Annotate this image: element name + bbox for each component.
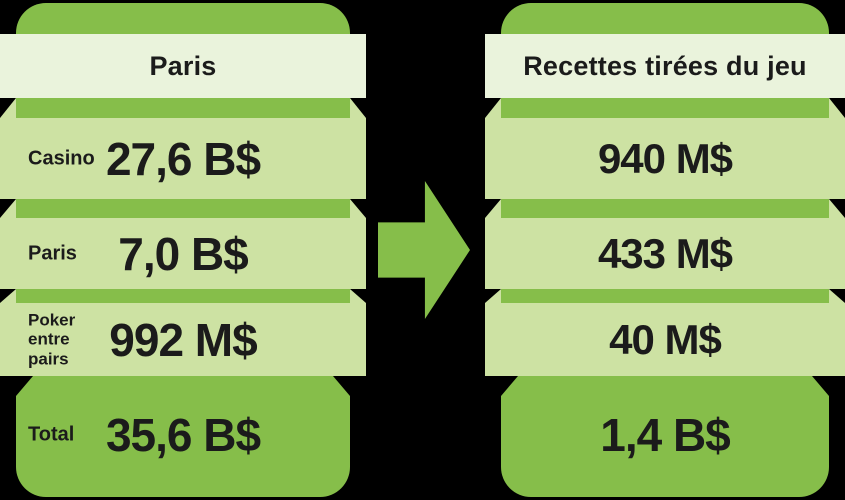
row-value: 940 M$ [597, 134, 733, 182]
revenue-row-paris: 433 M$ [485, 218, 845, 289]
wagers-row-paris: Paris 7,0 B$ [0, 218, 366, 289]
fold-wing-right [829, 289, 845, 303]
fold-wing-right [350, 98, 366, 118]
row-value: 433 M$ [597, 229, 733, 277]
fold-wing-left [0, 98, 16, 118]
ribbon-fold [0, 289, 366, 303]
fold-wing-right [350, 199, 366, 218]
wagers-header-band: Paris [0, 34, 366, 98]
row-value: 992 M$ [109, 313, 257, 366]
revenue-header-title: Recettes tirées du jeu [523, 50, 807, 81]
wagers-header-title: Paris [149, 50, 217, 81]
fold-wing-left [485, 199, 501, 218]
fold-wing-right [829, 98, 845, 118]
wagers-panel: Paris Casino 27,6 B$ Paris 7,0 B$ Poker … [0, 0, 366, 500]
total-value: 35,6 B$ [105, 409, 261, 461]
row-label: Poker entre pairs [28, 310, 76, 369]
revenue-row-casino: 940 M$ [485, 118, 845, 199]
right-arrow-icon [378, 181, 470, 319]
fold-wing-left [0, 199, 16, 218]
wagers-total-block: Total 35,6 B$ [16, 376, 350, 494]
row-value: 40 M$ [609, 315, 722, 363]
ribbon-fold [0, 98, 366, 118]
fold-wing-left [0, 289, 16, 303]
row-value: 27,6 B$ [105, 132, 261, 185]
fold-wing-left [485, 98, 501, 118]
fold-wing-left [485, 289, 501, 303]
total-value: 1,4 B$ [600, 409, 731, 461]
row-label: Paris [28, 242, 77, 264]
ribbon-fold [485, 289, 845, 303]
revenue-header-band: Recettes tirées du jeu [485, 34, 845, 98]
ribbon-fold [485, 199, 845, 218]
revenue-total-block: 1,4 B$ [501, 376, 829, 494]
wagers-row-poker: Poker entre pairs 992 M$ [0, 303, 366, 376]
fold-wing-right [350, 289, 366, 303]
total-label: Total [28, 423, 75, 446]
revenue-row-poker: 40 M$ [485, 303, 845, 376]
revenue-panel: Recettes tirées du jeu 940 M$ 433 M$ 40 … [485, 0, 845, 500]
row-label: Casino [28, 147, 95, 169]
ribbon-fold [0, 199, 366, 218]
ribbon-fold [485, 98, 845, 118]
wagers-row-casino: Casino 27,6 B$ [0, 118, 366, 199]
row-value: 7,0 B$ [118, 227, 249, 280]
fold-wing-right [829, 199, 845, 218]
